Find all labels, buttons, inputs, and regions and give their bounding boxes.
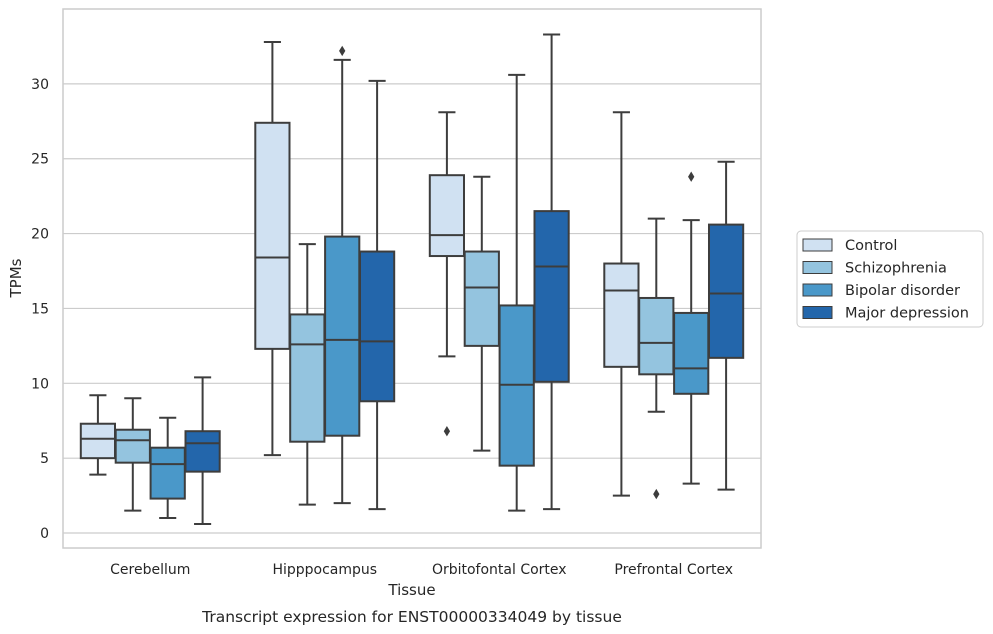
box-body	[114, 428, 151, 464]
y-tick-labels: 0 5 10 15 20 25 30	[31, 77, 49, 542]
outlier-point	[688, 171, 695, 182]
legend-item: Schizophrenia	[802, 261, 947, 277]
box-body	[79, 422, 117, 460]
x-tick-label: Cerebellum	[110, 562, 190, 578]
legend: Control Schizophrenia Bipolar disorder Majo…	[796, 230, 984, 328]
box-2-3	[533, 33, 570, 511]
box-body	[603, 262, 640, 368]
y-tick-label: 0	[40, 526, 49, 542]
legend-item: Major depression	[802, 306, 969, 322]
box-series	[79, 33, 745, 526]
box-body	[428, 174, 466, 258]
x-tick-labels: Cerebellum Hipppocampus Orbitofontal Corte…	[110, 562, 733, 578]
box-1-0	[254, 40, 291, 457]
box-2-2	[498, 73, 535, 512]
box-body	[184, 430, 221, 473]
y-tick-label: 25	[31, 152, 49, 168]
box-body	[638, 296, 675, 376]
legend-label: Control	[845, 238, 897, 254]
box-body	[149, 446, 186, 500]
y-tick-label: 5	[40, 451, 49, 467]
legend-label: Bipolar disorder	[845, 283, 960, 299]
y-tick-label: 30	[31, 77, 49, 93]
x-axis-label: Tissue	[387, 581, 435, 599]
box-2-0	[428, 111, 466, 437]
y-tick-label: 20	[31, 227, 49, 243]
x-tick-label: Prefrontal Cortex	[614, 562, 733, 578]
y-tick-label: 10	[31, 376, 49, 392]
box-body	[463, 250, 500, 347]
box-body	[254, 121, 291, 350]
box-body	[707, 223, 745, 359]
chart-caption: Transcript expression for ENST0000033404…	[201, 608, 622, 626]
legend-swatch	[802, 261, 833, 274]
x-tick-label: Orbitofontal Cortex	[432, 562, 567, 578]
outlier-point	[653, 488, 660, 500]
legend-item: Bipolar disorder	[802, 283, 960, 299]
y-axis-label: TPMs	[7, 258, 25, 298]
box-body	[324, 235, 361, 437]
box-1-2	[324, 45, 361, 505]
box-body	[289, 313, 326, 443]
box-0-1	[114, 397, 151, 512]
box-3-1	[638, 217, 675, 500]
box-2-1	[463, 175, 500, 452]
legend-frame	[796, 230, 984, 328]
plot-frame	[62, 8, 762, 549]
legend-label: Major depression	[845, 306, 969, 322]
outlier-point	[339, 45, 346, 57]
x-tick-label: Hipppocampus	[272, 562, 377, 578]
box-body	[673, 311, 710, 395]
box-3-0	[603, 111, 640, 497]
legend-label: Schizophrenia	[845, 261, 947, 277]
box-0-2	[149, 416, 186, 520]
legend-swatch	[802, 306, 833, 319]
box-body	[358, 250, 396, 403]
legend-item: Control	[802, 238, 897, 254]
box-1-3	[358, 79, 396, 511]
y-tick-label: 15	[31, 301, 49, 317]
outlier-point	[443, 426, 451, 437]
box-0-3	[184, 376, 221, 526]
legend-swatch	[802, 283, 833, 297]
legend-swatch	[802, 238, 833, 252]
box-body	[533, 210, 570, 383]
box-3-3	[707, 160, 745, 491]
